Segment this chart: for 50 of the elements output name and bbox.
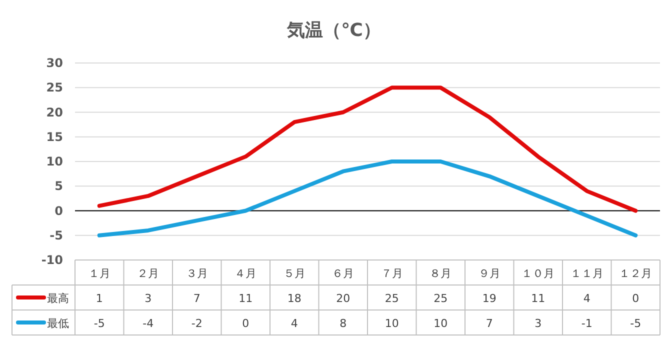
data-label: 25 [434,292,448,305]
x-tick-label: ３月 [186,267,208,280]
y-tick-label: 30 [46,56,63,70]
data-label: -4 [142,317,154,330]
x-tick-label: ５月 [283,267,306,280]
data-label: 0 [242,317,250,330]
data-label: -1 [581,317,592,330]
x-tick-label: ７月 [380,267,403,280]
y-tick-label: 15 [46,130,63,144]
y-tick-label: 20 [46,105,63,120]
y-tick-label: 25 [46,80,63,95]
data-label: -5 [630,317,642,330]
data-label: 18 [287,292,302,305]
data-label: -2 [191,317,202,330]
data-label: 3 [534,317,542,330]
data-label: 11 [238,292,253,305]
data-label: 10 [384,317,399,330]
x-tick-label: ２月 [137,267,160,280]
x-tick-label: ４月 [234,267,257,280]
data-label: 3 [144,292,152,305]
data-label: 1 [96,292,103,305]
data-label: 11 [531,292,546,305]
x-tick-label: １２月 [619,267,652,280]
x-tick-label: １０月 [522,267,555,280]
y-tick-label: 10 [46,154,63,168]
data-label: 4 [583,292,590,305]
y-tick-label: 0 [54,204,63,218]
data-label: 4 [290,317,298,330]
data-label: 20 [336,292,350,305]
y-tick-label: -5 [50,228,63,242]
data-label: 25 [384,292,399,305]
line-series [97,160,638,238]
data-label: -5 [94,317,105,330]
x-tick-label: ６月 [332,267,354,280]
data-label: 7 [486,317,493,330]
data-label: 7 [193,292,200,305]
data-label: 0 [632,292,640,305]
x-tick-label: ８月 [430,267,452,280]
chart-title: 気温（℃） [286,20,381,41]
y-tick-label: -10 [41,253,63,267]
x-tick-label: ９月 [478,267,500,280]
data-label: 8 [340,317,347,330]
legend-label: 最低 [47,317,69,330]
data-label: 19 [482,292,496,305]
x-tick-label: １１月 [570,267,604,280]
y-tick-label: 5 [54,179,63,194]
legend-label: 最高 [47,292,69,305]
x-tick-label: １月 [88,267,110,280]
data-label: 10 [434,317,448,330]
line-series [97,86,638,213]
